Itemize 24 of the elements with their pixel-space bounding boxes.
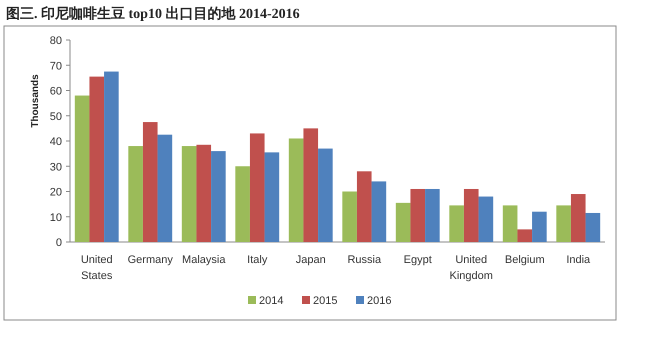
y-tick-label: 40 <box>50 136 62 148</box>
x-tick-label: Belgium <box>504 254 545 266</box>
y-tick-label: 50 <box>50 110 62 123</box>
x-tick-label: Italy <box>247 254 268 266</box>
y-axis-title: Thousands <box>30 74 41 128</box>
x-tick-label: Russia <box>347 254 382 266</box>
x-tick-label: United States <box>80 254 113 282</box>
y-tick-label: 30 <box>50 161 62 174</box>
x-tick-label: India <box>566 254 592 266</box>
y-tick-label: 80 <box>50 35 62 47</box>
legend-label: 2014 <box>259 295 284 307</box>
y-tick-label: 60 <box>50 86 62 98</box>
y-tick-label: 70 <box>50 60 62 72</box>
x-tick-label: Egypt <box>404 254 432 266</box>
x-tick-label: Japan <box>296 254 326 266</box>
y-tick-label: 0 <box>56 237 62 249</box>
legend-label: 2016 <box>367 295 392 307</box>
x-tick-label: Malaysia <box>182 254 226 266</box>
x-tick-label: Germany <box>128 254 174 266</box>
chart-title: 图三. 印尼咖啡生豆 top10 出口目的地 2014-2016 <box>6 6 300 22</box>
legend-label: 2015 <box>313 295 338 307</box>
x-tick-label: United Kingdom <box>450 254 493 282</box>
y-tick-label: 10 <box>50 212 62 224</box>
y-tick-label: 20 <box>50 186 62 198</box>
